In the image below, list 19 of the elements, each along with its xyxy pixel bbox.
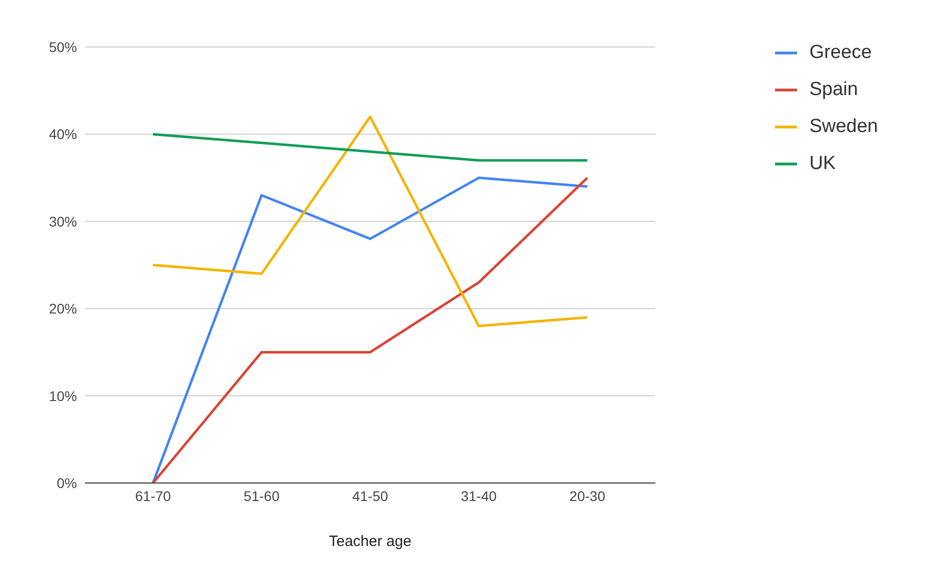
y-tick-label: 40% — [48, 126, 77, 142]
legend-label: Spain — [809, 79, 858, 100]
y-tick-label: 30% — [48, 213, 77, 230]
x-tick-label: 31-40 — [460, 488, 497, 504]
y-tick-label: 20% — [48, 300, 77, 317]
x-tick-label: 61-70 — [135, 488, 172, 504]
line-series — [152, 176, 589, 483]
x-tick-label: 41-50 — [352, 488, 388, 504]
x-tick-label: 20-30 — [569, 488, 606, 504]
line-series — [152, 132, 589, 162]
y-tick-label: 10% — [48, 388, 77, 404]
y-tick-label: 50% — [48, 38, 77, 55]
line-series — [152, 116, 589, 328]
x-axis-title: Teacher age — [328, 533, 412, 550]
legend-label: UK — [809, 153, 836, 174]
legend-label: Greece — [809, 42, 872, 63]
y-tick-label: 0% — [56, 474, 77, 491]
x-tick-label: 51-60 — [244, 488, 280, 504]
legend-label: Sweden — [809, 116, 878, 137]
